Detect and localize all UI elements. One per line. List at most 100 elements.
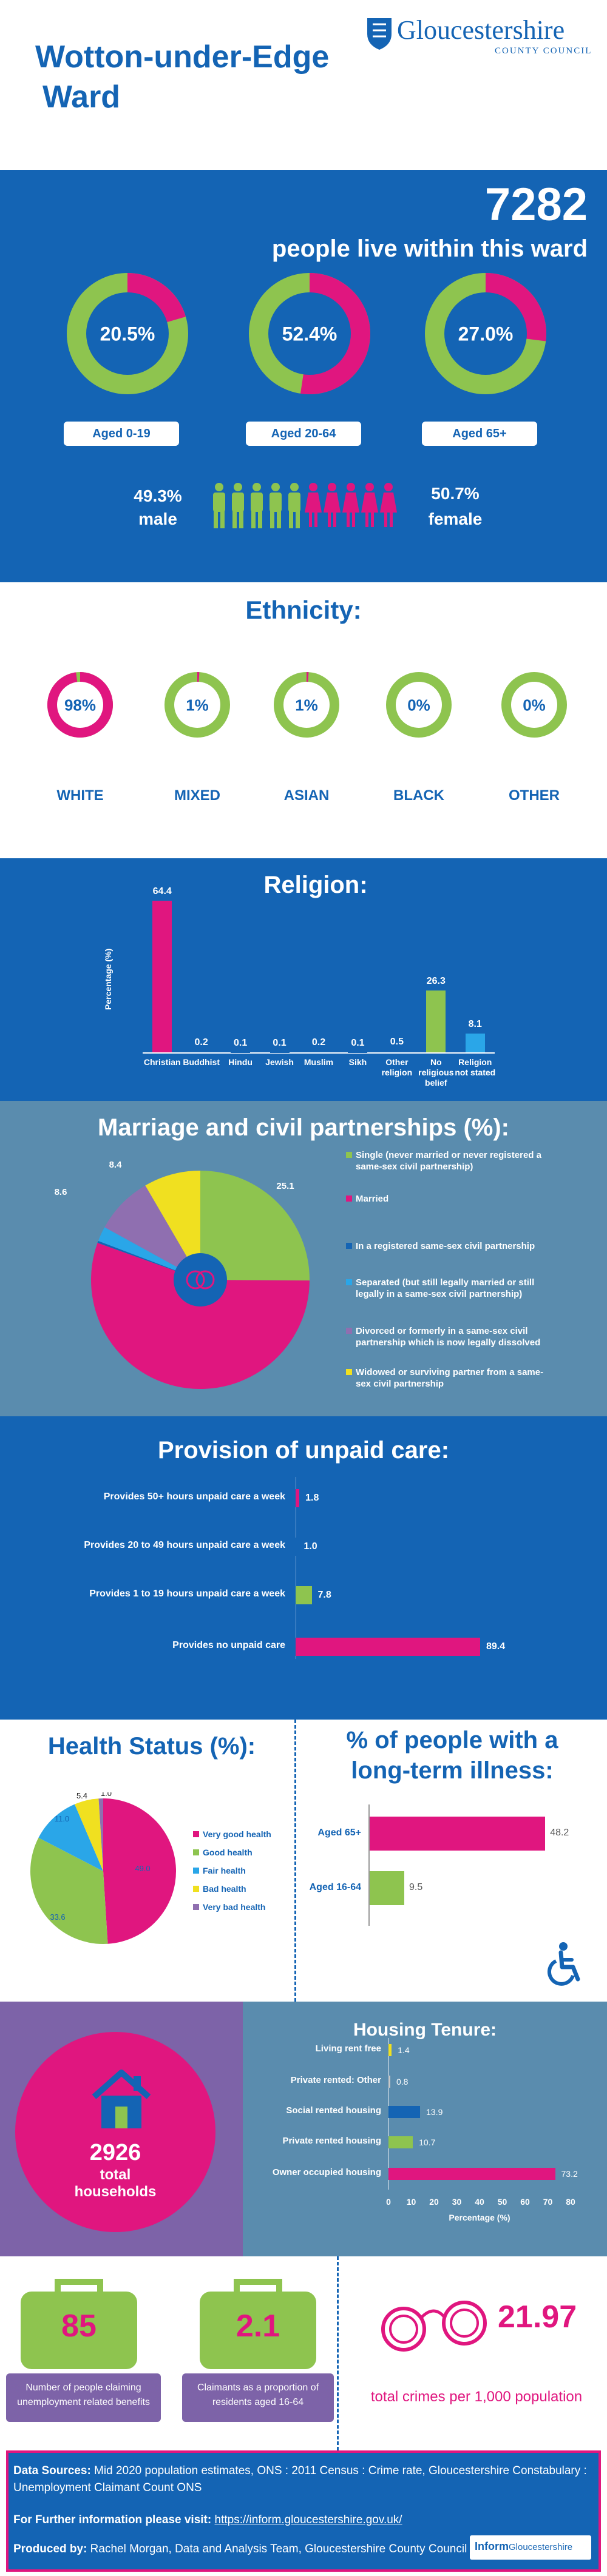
- age-label-20-64: Aged 20-64: [246, 422, 361, 446]
- ring-icon: [186, 1270, 205, 1290]
- marriage-legend-swatch: [346, 1328, 352, 1334]
- ethnicity-label-other: OTHER: [509, 787, 560, 804]
- benefits-divider: [337, 2256, 339, 2450]
- housing-section: 2926 total households Housing Tenure: Li…: [0, 2002, 607, 2256]
- housing-x-tick: 80: [566, 2197, 575, 2207]
- marriage-legend-item: Separated (but still legally married or …: [356, 1277, 535, 1299]
- ethnicity-label-asian: ASIAN: [283, 787, 330, 804]
- health-legend-swatch: [193, 1868, 199, 1874]
- age-label-0-19: Aged 0-19: [64, 422, 179, 446]
- marriage-slice-value: 25.1: [276, 1181, 294, 1191]
- age-donut-2-pct: 27.0%: [458, 323, 514, 345]
- marriage-section: Marriage and civil partnerships (%): 25.…: [0, 1101, 607, 1416]
- health-pie: 49.0 33.6 11.0 5.4 1.0: [30, 1792, 177, 1944]
- religion-bar-label: Other religion: [381, 1057, 413, 1077]
- marriage-legend-item: Widowed or surviving partner from a same…: [356, 1367, 544, 1389]
- housing-bar-chart: Living rent free 1.4 Private rented: Other…: [243, 2002, 607, 2256]
- religion-bar-value: 0.2: [194, 1037, 208, 1048]
- housing-bar-label: Living rent free: [315, 2043, 381, 2054]
- illness-bar-value: 48.2: [550, 1828, 569, 1838]
- health-slice: [98, 1798, 103, 1871]
- further-info-link[interactable]: https://inform.gloucestershire.gov.uk/: [214, 2514, 402, 2526]
- housing-x-tick: 50: [497, 2197, 507, 2207]
- care-bar: [296, 1489, 300, 1507]
- ethnicity-label-mixed: MIXED: [174, 787, 220, 804]
- age-donut-0-hole: [86, 292, 169, 375]
- female-person-icon: [380, 483, 397, 527]
- housing-bar: [388, 2076, 390, 2088]
- care-bar-value: 7.8: [317, 1590, 331, 1600]
- care-bar-value: 89.4: [486, 1641, 506, 1652]
- marriage-legend-swatch: [346, 1369, 352, 1375]
- religion-bar-label: Muslim: [304, 1057, 334, 1067]
- ward-title-line1: Wotton-under-Edge: [35, 39, 330, 75]
- ward-title-line2: Ward: [42, 79, 121, 115]
- ethnicity-donut-1-hole: [174, 682, 220, 728]
- health-slice-value: 11.0: [55, 1814, 69, 1823]
- further-info-label: For Further information please visit:: [13, 2514, 212, 2526]
- care-bar-value: 1.0: [304, 1541, 317, 1552]
- crime-rate: 21.97: [498, 2299, 577, 2335]
- gender-people-icons: [213, 483, 397, 528]
- health-slice: [75, 1798, 103, 1871]
- male-pct: 49.3%: [134, 486, 182, 505]
- religion-bar: [152, 901, 172, 1052]
- logo-main-text: Gloucestershire: [397, 15, 565, 45]
- health-legend-item: Very good health: [203, 1829, 271, 1839]
- marriage-title: Marriage and civil partnerships (%):: [98, 1114, 509, 1141]
- marriage-legend-item: Divorced or formerly in a same-sex civil…: [356, 1326, 541, 1348]
- data-sources: Data Sources: Mid 2020 population estima…: [13, 2463, 590, 2497]
- households-label1: total: [100, 2167, 131, 2183]
- logo-sub-text: COUNTY COUNCIL: [495, 46, 592, 56]
- age-donuts: 20.5% 52.4% 27.0%: [67, 273, 547, 394]
- households-count: 2926: [89, 2140, 141, 2165]
- male-person-icon: [288, 483, 300, 528]
- unpaid-care-section: Provision of unpaid care: Provides 50+ h…: [0, 1416, 607, 1720]
- religion-ylabel: Percentage (%): [103, 948, 113, 1010]
- health-legend: Very good health Good health Fair health Ba…: [193, 1829, 290, 1950]
- housing-bar: [388, 2168, 555, 2180]
- illness-bar-label: Aged 65+: [317, 1828, 361, 1838]
- ethnicity-section: Ethnicity: 98% 1% 1% 0% 0% WHITE MIXED ASIAN…: [0, 582, 607, 858]
- health-legend-swatch: [193, 1831, 199, 1837]
- ethnicity-label-black: BLACK: [393, 787, 444, 804]
- health-legend-item: Bad health: [203, 1884, 246, 1894]
- marriage-slice: [145, 1171, 200, 1280]
- marriage-slice: [91, 1243, 310, 1389]
- inform-logo-b: Gloucestershire: [509, 2542, 573, 2552]
- households-label2: households: [74, 2184, 157, 2200]
- health-slice: [103, 1798, 177, 1944]
- religion-bar-label: Jewish: [265, 1057, 294, 1067]
- marriage-slice: [97, 1240, 200, 1280]
- claimants-count: 85: [61, 2309, 97, 2344]
- health-legend-item: Good health: [203, 1848, 253, 1857]
- female-person-icon: [342, 483, 359, 527]
- claimants-label: Number of people claiming unemployment r…: [6, 2373, 161, 2422]
- religion-bar: [426, 990, 446, 1052]
- health-slice-value: 5.4: [76, 1792, 87, 1800]
- ethnicity-donut-1-pct: 1%: [186, 696, 209, 714]
- marriage-legend-swatch: [346, 1279, 352, 1285]
- house-icon: [92, 2070, 151, 2128]
- female-person-icon: [305, 483, 322, 527]
- data-sources-label: Data Sources:: [13, 2464, 91, 2477]
- housing-bar-value: 73.2: [561, 2169, 578, 2179]
- housing-bar-value: 13.9: [426, 2107, 443, 2117]
- health-slice-value: 33.6: [50, 1912, 65, 1922]
- housing-x-tick: 10: [406, 2197, 416, 2207]
- religion-bar-label: Buddhist: [183, 1057, 220, 1067]
- age-donut-2-hole: [444, 292, 527, 375]
- male-person-icon: [270, 483, 282, 528]
- illness-title-line2: long-term illness:: [351, 1757, 554, 1784]
- illness-title-line1: % of people with a: [346, 1727, 558, 1754]
- religion-bar-value: 64.4: [152, 886, 172, 896]
- housing-x-tick: 30: [452, 2197, 462, 2207]
- ethnicity-donut-4-pct: 0%: [523, 696, 546, 714]
- age-donut-0-pct: 20.5%: [100, 323, 155, 345]
- ring-icon: [195, 1270, 215, 1290]
- religion-bar-value: 0.2: [311, 1037, 326, 1048]
- marriage-slice: [200, 1171, 310, 1281]
- population-total: 7282: [484, 179, 588, 230]
- religion-bar-value: 26.3: [426, 975, 446, 986]
- housing-bar: [388, 2136, 413, 2148]
